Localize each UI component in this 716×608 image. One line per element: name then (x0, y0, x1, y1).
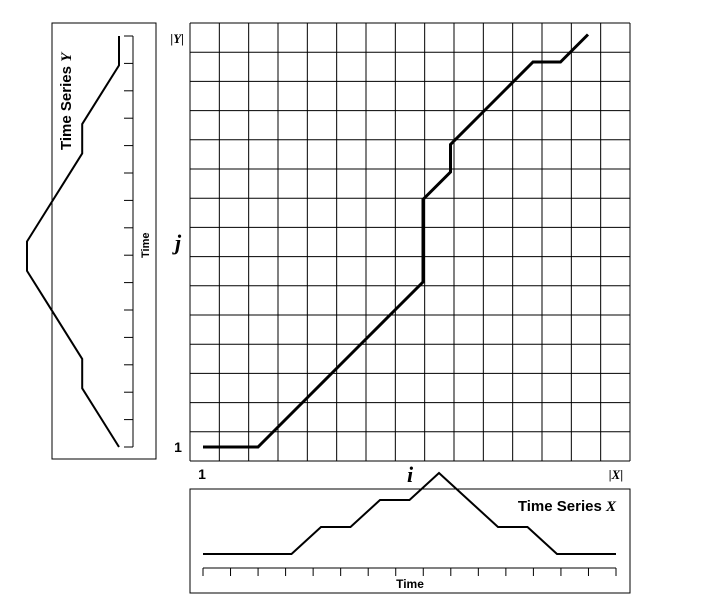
series-y-axis-label: Time (140, 233, 152, 258)
cost-matrix: |Y| j 1 1 i |X| (170, 22, 631, 487)
series-y-panel: Time Series Y Time (26, 22, 157, 460)
matrix-grid (189, 22, 631, 462)
matrix-end-col-label: |X| (609, 467, 623, 482)
matrix-start-row-label: 1 (174, 439, 182, 455)
matrix-row-label: j (172, 230, 182, 255)
series-y-line (26, 36, 120, 448)
series-x-panel: Time Series X Time (189, 471, 631, 594)
series-x-line (203, 471, 616, 555)
series-y-axis (124, 35, 134, 448)
matrix-col-label: i (407, 462, 414, 487)
series-y-frame (51, 22, 157, 460)
matrix-end-row-label: |Y| (170, 31, 184, 46)
series-x-frame (189, 488, 631, 594)
series-y-title: Time Series Y (58, 51, 75, 150)
warping-path (203, 33, 590, 449)
series-x-title: Time Series X (518, 498, 617, 515)
series-x-axis-label: Time (396, 577, 424, 591)
series-x-axis (202, 567, 617, 576)
matrix-start-col-label: 1 (198, 466, 206, 482)
